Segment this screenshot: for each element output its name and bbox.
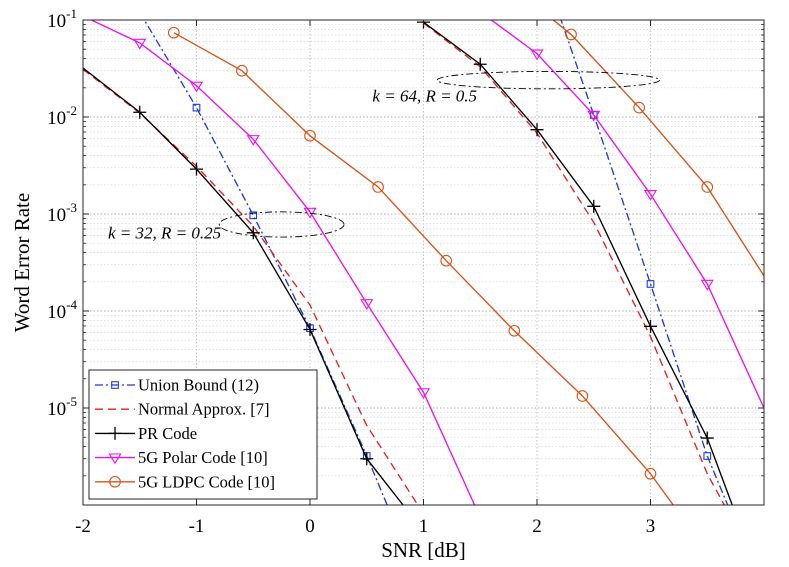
legend-label: Normal Approx. [7] [138,400,270,419]
data-point [190,162,203,176]
legend-marker [108,453,122,465]
data-point [133,38,147,50]
data-point [587,110,601,122]
data-point [700,431,714,445]
legend-item: PR Code [95,424,197,443]
data-point [644,467,657,480]
data-point [133,105,147,119]
data-point [167,26,180,39]
data-point [701,181,714,193]
data-point [587,199,601,213]
data-point [303,322,317,336]
legend-label: 5G Polar Code [10] [138,448,268,467]
legend-marker [111,381,119,389]
series-8 [490,20,764,409]
series-line [173,32,674,505]
y-axis-label: Word Error Rate [10,193,34,332]
y-tick-label: 10-2 [47,103,77,129]
legend-item: Union Bound (12) [95,376,259,395]
series-3 [89,20,476,505]
data-point [565,28,577,41]
series-line [89,20,476,505]
data-point [473,57,487,71]
annotations: k = 32, R = 0.25 k = 64, R = 0.5 [108,70,661,242]
legend-item: 5G Polar Code [10] [95,448,268,467]
data-point [440,254,453,267]
series-line [143,20,388,505]
data-point [236,64,248,77]
legend-box [88,369,318,500]
y-tick-label: 10-3 [47,200,77,226]
series-line [552,20,764,277]
data-point [372,181,384,193]
data-point [508,324,521,337]
y-tick-label: 10-1 [47,6,77,32]
data-point [249,211,258,220]
x-axis-label: SNR [dB] [381,538,466,562]
legend-label: PR Code [138,424,197,443]
annotation-ellipse-k64 [436,70,661,90]
series-5 [560,20,729,505]
ticks: -2 -1 0 1 2 3 10-1 10-2 10-3 10-4 10-5 [47,6,764,537]
data-point [576,390,589,402]
data-point [304,129,316,142]
legend-item: 5G LDPC Code [10] [95,472,275,491]
x-tick-label: 1 [419,516,429,537]
legend-marker [108,426,122,440]
data-point [303,207,317,219]
legend-item: Normal Approx. [7] [95,400,270,419]
y-tick-label: 10-4 [47,297,77,323]
y-tick-label: 10-5 [47,394,77,420]
legend: Union Bound (12) Normal Approx. [7] PR Cod… [88,369,318,500]
data-point [246,226,260,240]
data-point [416,388,431,400]
data-point [360,299,374,310]
annotation-text-k64: k = 64, R = 0.5 [372,86,477,105]
series-2 [83,67,404,505]
data-point [192,103,201,112]
data-point [530,123,544,137]
x-tick-label: -1 [189,516,205,537]
data-point [643,190,658,201]
data-point [360,452,374,466]
data-point [700,279,714,291]
series-4 [167,26,674,505]
series-line [560,20,729,505]
legend-label: Union Bound (12) [138,376,259,395]
series-9 [552,20,764,277]
data-point [246,135,260,146]
data-point [530,49,544,61]
x-tick-label: 0 [305,516,315,537]
x-tick-label: 3 [646,516,656,537]
annotation-text-k32: k = 32, R = 0.25 [108,223,221,242]
data-point [703,452,712,460]
annotation-ellipse-k32 [218,211,345,238]
data-point [644,319,657,333]
x-tick-label: -2 [75,516,91,537]
series-layer [83,20,764,505]
legend-marker [109,475,121,488]
x-tick-label: 2 [532,516,542,537]
series-line [490,20,764,409]
legend-label: 5G LDPC Code [10] [138,472,275,491]
data-point [646,280,655,288]
data-point [189,81,204,93]
data-point [633,101,646,114]
